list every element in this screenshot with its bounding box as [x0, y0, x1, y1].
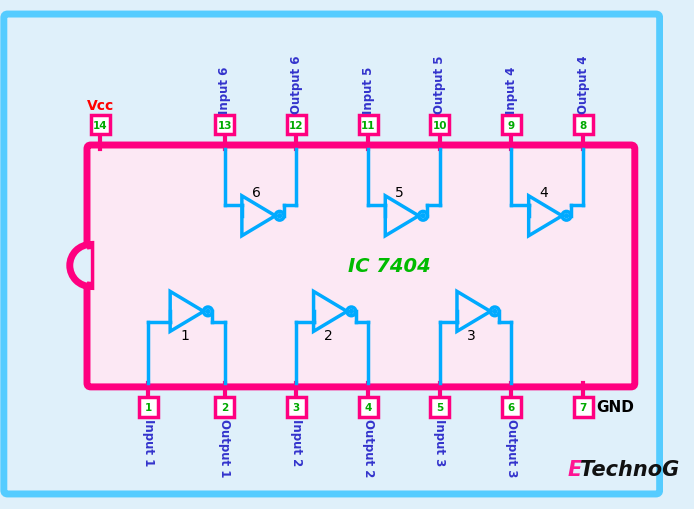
Text: 13: 13	[217, 121, 232, 131]
Text: 4: 4	[364, 402, 372, 412]
Text: Input 3: Input 3	[433, 418, 446, 466]
Circle shape	[421, 214, 425, 218]
Bar	[502, 116, 521, 135]
FancyBboxPatch shape	[4, 15, 660, 494]
Bar	[574, 398, 593, 417]
Bar	[430, 398, 449, 417]
Text: Input 2: Input 2	[290, 418, 303, 466]
Bar	[91, 116, 110, 135]
Circle shape	[206, 310, 210, 314]
Text: Output 6: Output 6	[290, 56, 303, 114]
Text: Output 4: Output 4	[577, 56, 590, 114]
Bar	[287, 116, 306, 135]
Text: IC 7404: IC 7404	[348, 257, 431, 276]
Text: E: E	[568, 459, 582, 479]
Text: 6: 6	[508, 402, 515, 412]
Text: TechnoG: TechnoG	[580, 459, 679, 479]
Text: 2: 2	[323, 329, 332, 343]
Text: 7: 7	[579, 402, 587, 412]
Text: 5: 5	[396, 185, 404, 200]
Text: 12: 12	[289, 121, 303, 131]
Text: Input 5: Input 5	[362, 67, 375, 114]
Text: 6: 6	[252, 185, 261, 200]
Text: Vcc: Vcc	[87, 98, 114, 112]
Text: Input 1: Input 1	[142, 418, 155, 466]
Bar	[430, 116, 449, 135]
Wedge shape	[70, 245, 91, 287]
Text: 5: 5	[436, 402, 443, 412]
FancyBboxPatch shape	[87, 146, 635, 387]
Text: 9: 9	[508, 121, 515, 131]
Text: 4: 4	[539, 185, 548, 200]
Circle shape	[564, 214, 568, 218]
Text: 1: 1	[144, 402, 152, 412]
Text: 3: 3	[467, 329, 476, 343]
Text: Output 1: Output 1	[218, 418, 231, 477]
Text: Input 4: Input 4	[505, 67, 518, 114]
Text: Output 3: Output 3	[505, 418, 518, 477]
Text: Output 2: Output 2	[362, 418, 375, 477]
Bar	[215, 116, 234, 135]
Bar	[139, 398, 158, 417]
Bar	[502, 398, 521, 417]
Circle shape	[493, 310, 497, 314]
Text: 11: 11	[361, 121, 375, 131]
Text: 3: 3	[293, 402, 300, 412]
Bar	[359, 116, 378, 135]
Circle shape	[349, 310, 353, 314]
Text: 1: 1	[180, 329, 189, 343]
Wedge shape	[74, 250, 91, 282]
Bar	[359, 398, 378, 417]
Text: 14: 14	[93, 121, 108, 131]
Text: GND: GND	[597, 400, 634, 415]
Bar	[574, 116, 593, 135]
Circle shape	[278, 214, 282, 218]
Text: 8: 8	[579, 121, 587, 131]
Text: 2: 2	[221, 402, 228, 412]
Text: 10: 10	[432, 121, 447, 131]
Bar	[215, 398, 234, 417]
Text: Output 5: Output 5	[433, 56, 446, 114]
Text: Input 6: Input 6	[218, 67, 231, 114]
Bar	[287, 398, 306, 417]
